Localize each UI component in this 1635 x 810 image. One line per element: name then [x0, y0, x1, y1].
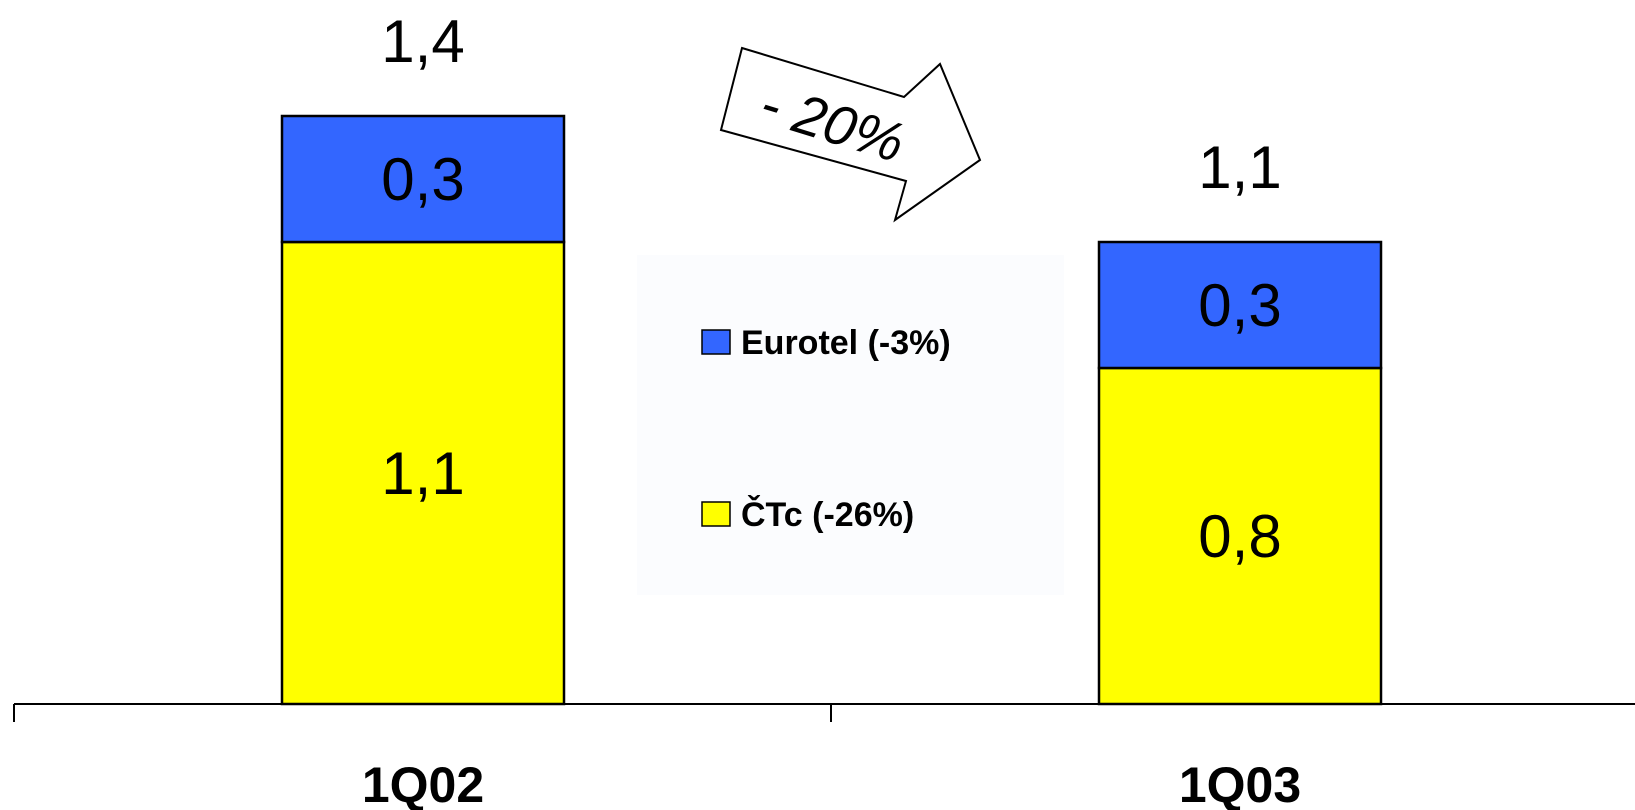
category-label: 1Q02	[362, 757, 484, 810]
segment-value-label: 1,1	[381, 440, 464, 507]
legend-background	[637, 255, 1064, 595]
bars-group	[280, 114, 1383, 706]
legend-item-eurotel: Eurotel (-3%)	[701, 324, 951, 362]
labels-group: 1,1 0,3 1,4 1Q02 0,8 0,3 1,1 1Q03	[362, 8, 1301, 810]
change-arrow-icon	[719, 46, 982, 223]
legend-label-ctc: ČTc (-26%)	[741, 495, 914, 534]
legend-swatch-ctc	[701, 501, 731, 527]
category-label: 1Q03	[1179, 757, 1301, 810]
legend-label-eurotel: Eurotel (-3%)	[741, 324, 951, 362]
segment-value-label: 0,3	[1198, 272, 1281, 339]
bar-segment-1q03-ctc	[1097, 366, 1383, 706]
total-value-label: 1,4	[381, 8, 464, 75]
segment-value-label: 0,3	[381, 146, 464, 213]
change-arrow-annotation: - 20%	[719, 46, 982, 223]
bar-segment-1q02-ctc	[280, 240, 566, 706]
total-value-label: 1,1	[1198, 134, 1281, 201]
bar-segment-1q02-eurotel	[280, 114, 566, 244]
segment-value-label: 0,8	[1198, 503, 1281, 570]
legend-swatch-eurotel	[701, 329, 731, 355]
bar-segment-1q03-eurotel	[1097, 240, 1383, 370]
legend-item-ctc: ČTc (-26%)	[701, 495, 914, 534]
